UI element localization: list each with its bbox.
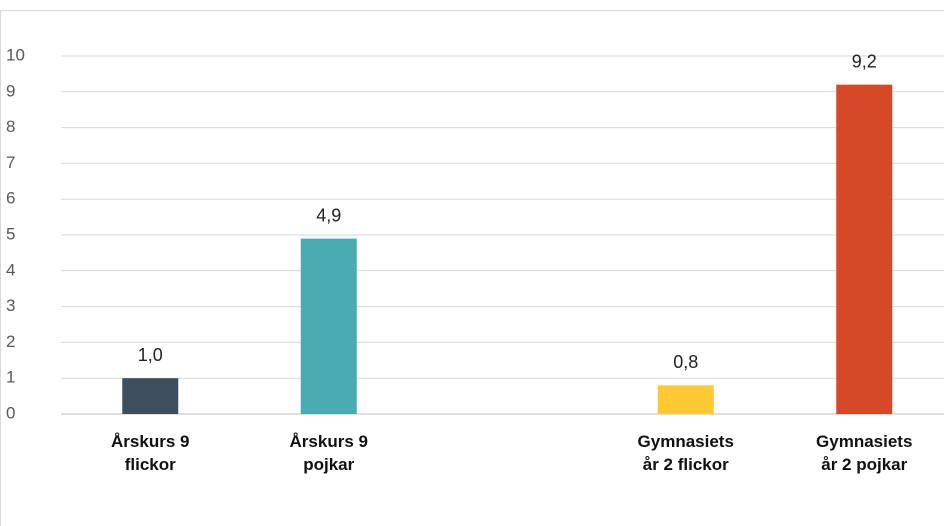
y-tick-label: 9 (6, 81, 15, 100)
y-tick-label: 4 (6, 260, 15, 279)
y-tick-label: 0 (6, 403, 15, 422)
y-tick-label: 1 (6, 368, 15, 387)
bar (657, 385, 714, 414)
value-label: 9,2 (852, 51, 877, 71)
value-label: 0,8 (673, 352, 698, 372)
x-tick-label: Årskurs 9 pojkar (289, 432, 368, 474)
y-tick-label: 10 (6, 45, 25, 64)
x-tick-label: Gymnasiets år 2 pojkar (816, 432, 913, 474)
y-tick-label: 6 (6, 189, 15, 208)
y-tick-label: 7 (6, 153, 15, 172)
y-tick-label: 2 (6, 332, 15, 351)
value-label: 4,9 (316, 205, 341, 225)
value-label: 1,0 (138, 345, 163, 365)
chart-frame (0, 10, 944, 526)
x-tick-label: Årskurs 9 flickor (111, 432, 190, 474)
bar (122, 378, 179, 414)
bar (836, 84, 893, 414)
y-tick-label: 8 (6, 117, 15, 136)
bar (300, 238, 357, 414)
y-tick-label: 5 (6, 224, 15, 243)
x-tick-label: Gymnasiets år 2 flickor (637, 432, 734, 474)
y-tick-label: 3 (6, 296, 15, 315)
